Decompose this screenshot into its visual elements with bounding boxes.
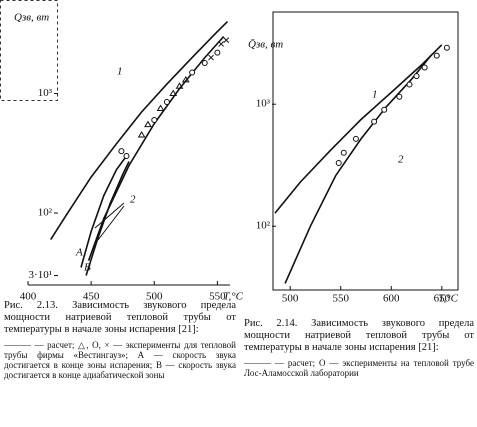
x-tick-label: 650: [434, 293, 451, 305]
x-tick-label: 450: [83, 291, 100, 303]
curve: [274, 44, 443, 214]
point: [433, 52, 440, 59]
x-tick-label: 600: [383, 293, 400, 305]
point: [396, 93, 403, 100]
curve-label: B: [84, 262, 91, 274]
y-tick-label: 10²: [256, 220, 271, 232]
point: [352, 135, 359, 142]
y-tick-label: 10²: [38, 207, 53, 219]
point: [201, 60, 208, 67]
point: [169, 89, 178, 97]
scan-box: [0, 0, 58, 101]
point: [406, 81, 413, 88]
curve-label: 2: [398, 154, 404, 166]
y-tick-label: 10³: [38, 87, 53, 99]
curve-label: 1: [117, 66, 123, 78]
caption: Рис. 2.14. Зависимость звукового предела…: [244, 318, 474, 378]
point: [421, 64, 428, 71]
point: [214, 49, 221, 56]
leader-line: [94, 202, 125, 229]
caption-title: Рис. 2.14. Зависимость звукового предела…: [244, 318, 474, 353]
x-axis-label: T,°C: [223, 291, 243, 303]
frame: [272, 11, 459, 291]
y-tick-label: 10³: [256, 98, 271, 110]
point: [218, 41, 225, 47]
x-tick-label: 550: [209, 291, 226, 303]
x-tick-label: 400: [20, 291, 37, 303]
point: [189, 69, 196, 76]
point: [118, 148, 125, 155]
point: [144, 120, 152, 128]
x-tick-label: 550: [332, 293, 349, 305]
point: [340, 149, 347, 156]
caption: Рис. 2.13. Зависимость звукового предела…: [4, 300, 236, 380]
curve-label: 1: [372, 89, 378, 101]
y-axis-label: Q̄зв, вт: [248, 39, 283, 51]
point: [156, 104, 165, 111]
curve: [284, 54, 433, 284]
point: [208, 54, 214, 61]
point: [163, 98, 170, 105]
point: [123, 153, 130, 160]
point: [335, 159, 342, 166]
y-axis-label: Qзв, вт: [14, 12, 49, 24]
leader-line: [97, 205, 125, 241]
caption-title: Рис. 2.13. Зависимость звукового предела…: [4, 300, 236, 335]
curve: [85, 161, 130, 276]
y-tick-label: 3·10¹: [29, 269, 52, 281]
point: [443, 44, 450, 51]
point: [137, 131, 146, 138]
point: [223, 37, 230, 43]
point: [181, 75, 190, 83]
annotation: 2: [130, 194, 136, 206]
point: [151, 117, 158, 124]
caption-legend: ——— — расчет; △, О, × — эксперименты для…: [4, 340, 236, 380]
point: [381, 106, 388, 113]
curve: [80, 155, 128, 268]
x-tick-label: 500: [146, 291, 163, 303]
point: [175, 82, 184, 89]
x-axis-label: T,°C: [438, 293, 458, 305]
point: [371, 118, 378, 125]
curve: [87, 35, 225, 261]
curve-label: A: [75, 247, 83, 259]
curve: [50, 21, 229, 241]
caption-legend: ——— — расчет; О — эксперименты на теплов…: [244, 358, 474, 378]
x-tick-label: 500: [282, 293, 299, 305]
point: [413, 73, 420, 80]
